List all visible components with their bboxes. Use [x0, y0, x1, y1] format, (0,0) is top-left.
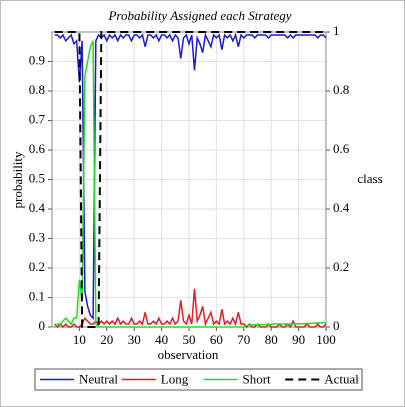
y2-tick-label: 0.6	[333, 141, 350, 156]
y-tick-label: 0.2	[29, 259, 45, 274]
y-tick-label: 0.4	[29, 200, 46, 215]
x-tick-label: 40	[155, 332, 168, 347]
x-axis-label: observation	[158, 347, 219, 362]
y-tick-label: 0.7	[29, 111, 46, 126]
legend-label: Actual	[324, 371, 359, 386]
y2-tick-label: 0.4	[333, 200, 350, 215]
y-tick-label: 0.6	[29, 141, 46, 156]
y2-tick-label: 0	[333, 318, 340, 333]
series-line	[54, 32, 327, 321]
y-tick-label: 0.9	[29, 52, 45, 67]
y2-tick-label: 0.2	[333, 259, 349, 274]
chart-title: Probability Assigned each Strategy	[107, 8, 291, 23]
x-tick-label: 20	[100, 332, 113, 347]
legend-label: Long	[161, 371, 189, 386]
x-tick-label: 80	[265, 332, 278, 347]
x-tick-label: 30	[128, 332, 141, 347]
y-tick-label: 0.8	[29, 82, 45, 97]
y-tick-label: 0.1	[29, 288, 45, 303]
series-line	[54, 40, 326, 328]
y-axis-label: probability	[10, 151, 25, 209]
y-tick-label: 0.3	[29, 229, 45, 244]
x-tick-label: 90	[292, 332, 305, 347]
series-line	[54, 288, 327, 329]
y-tick-label: 0.5	[29, 170, 45, 185]
legend-box	[34, 368, 363, 391]
y2-axis-label: class	[357, 171, 382, 186]
x-tick-label: 10	[73, 332, 86, 347]
x-tick-label: 70	[237, 332, 250, 347]
y-tick-label: 0	[39, 318, 46, 333]
x-tick-label: 100	[316, 332, 336, 347]
y2-tick-label: 1	[333, 23, 340, 38]
series-line	[54, 31, 326, 328]
legend-label: Neutral	[79, 371, 118, 386]
y2-tick-label: 0.8	[333, 82, 349, 97]
legend-label: Short	[243, 371, 272, 386]
x-tick-label: 50	[183, 332, 196, 347]
x-tick-label: 60	[210, 332, 223, 347]
